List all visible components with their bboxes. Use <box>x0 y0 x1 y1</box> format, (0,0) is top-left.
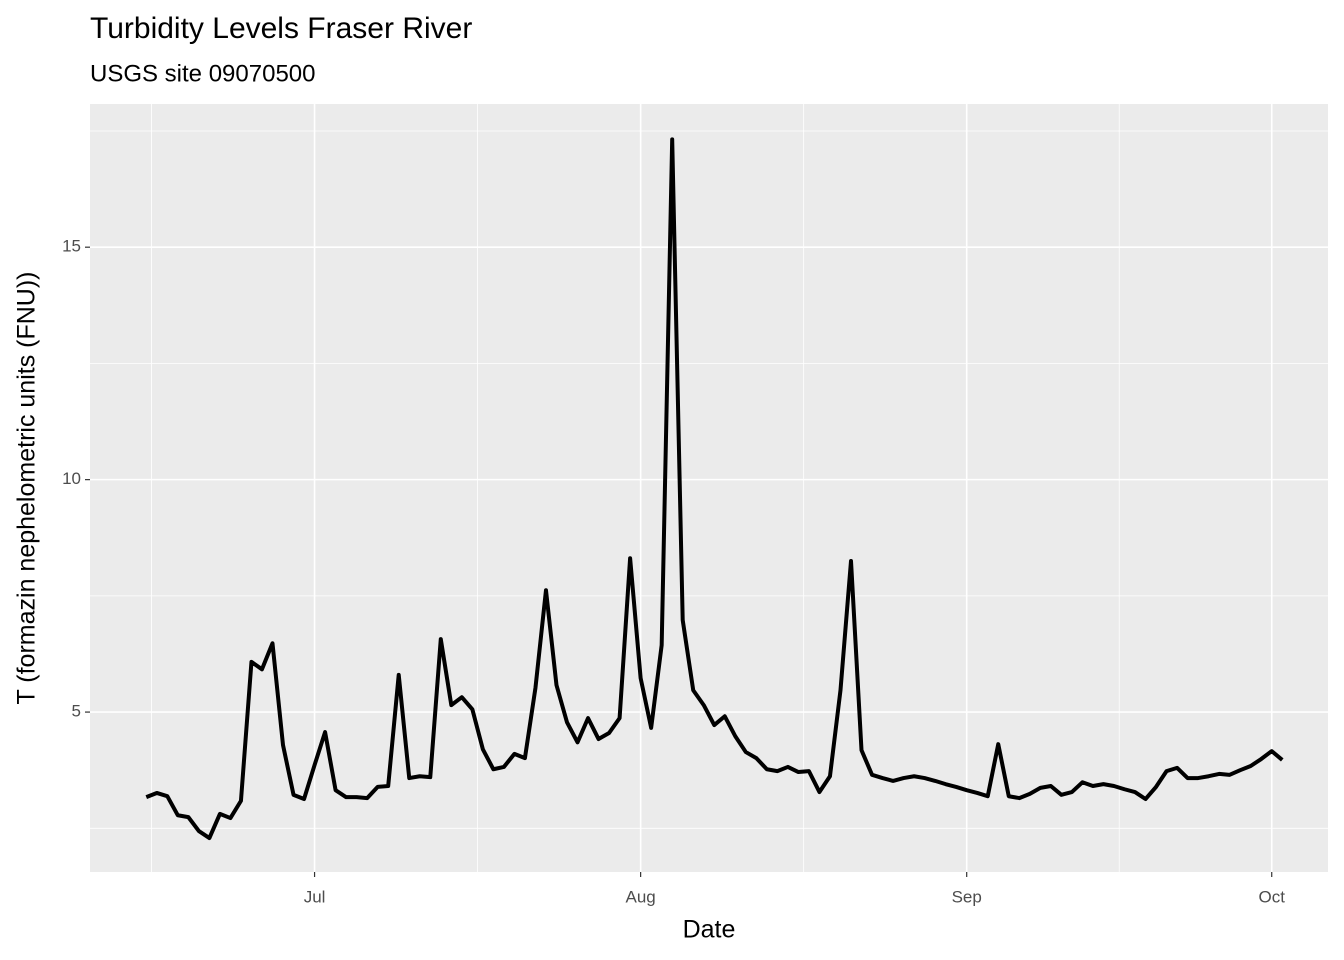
x-tick-label: Sep <box>952 887 982 906</box>
panel <box>90 104 1328 872</box>
chart-title: Turbidity Levels Fraser River <box>90 12 472 45</box>
x-axis-title: Date <box>683 916 736 944</box>
y-axis-title: T (formazin nephelometric units (FNU)) <box>13 272 41 705</box>
y-tick-label: 10 <box>62 469 81 488</box>
x-tick-label: Oct <box>1259 887 1286 906</box>
chart-subtitle: USGS site 09070500 <box>90 60 315 87</box>
data-line <box>145 137 1284 841</box>
x-tick-label: Aug <box>626 887 656 906</box>
y-tick-label: 15 <box>62 237 81 256</box>
x-tick-label: Jul <box>304 887 326 906</box>
y-tick-label: 5 <box>72 702 81 721</box>
